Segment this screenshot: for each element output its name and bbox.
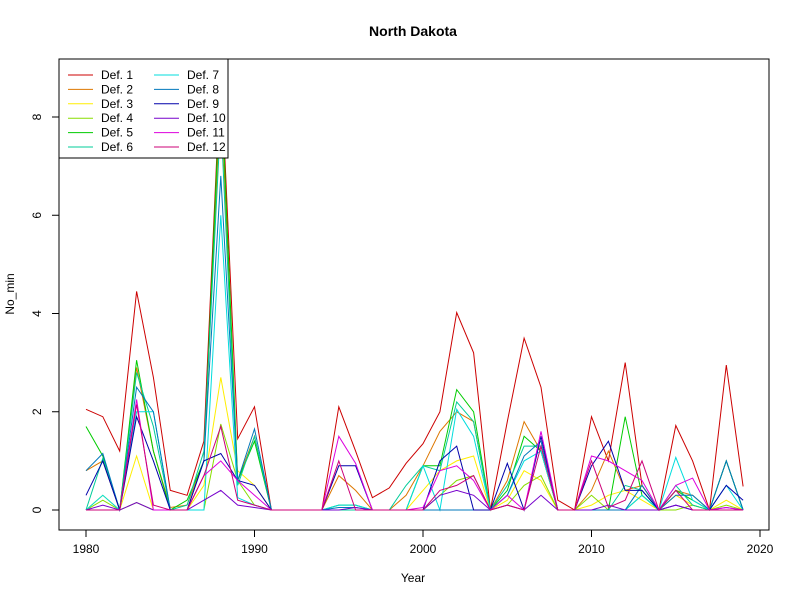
series-line-12 — [86, 404, 744, 511]
x-tick-label: 2000 — [410, 542, 437, 556]
legend-label: Def. 10 — [187, 111, 226, 125]
series-line-8 — [85, 175, 744, 511]
x-tick-label: 1980 — [73, 542, 100, 556]
legend-label: Def. 1 — [101, 68, 133, 82]
legend-label: Def. 4 — [101, 111, 133, 125]
y-axis-label: No_min — [3, 273, 17, 314]
series-line-3 — [85, 377, 744, 511]
series-line-6 — [85, 116, 744, 512]
series-line-1 — [85, 67, 744, 512]
x-tick-label: 1990 — [241, 542, 268, 556]
legend-label: Def. 3 — [101, 97, 133, 111]
series-line-7 — [85, 215, 744, 512]
x-axis: 1980 1990 2000 2010 2020 — [73, 529, 774, 556]
y-tick-label: 6 — [30, 212, 44, 219]
legend-label: Def. 6 — [101, 140, 133, 154]
x-tick-label: 2020 — [747, 542, 774, 556]
legend-label: Def. 11 — [187, 126, 225, 140]
legend-label: Def. 9 — [187, 97, 219, 111]
x-tick-label: 2010 — [578, 542, 605, 556]
series-line-9 — [85, 414, 744, 512]
y-tick-label: 8 — [30, 113, 44, 120]
legend-label: Def. 5 — [101, 126, 133, 140]
x-axis-label: Year — [401, 571, 425, 585]
legend-label: Def. 7 — [187, 68, 219, 82]
legend-label: Def. 8 — [187, 82, 219, 96]
y-tick-label: 2 — [30, 408, 44, 415]
y-tick-label: 4 — [30, 310, 44, 317]
legend-label: Def. 2 — [101, 82, 133, 96]
series-lines — [85, 67, 744, 512]
y-tick-label: 0 — [30, 506, 44, 513]
y-axis: 0 2 4 6 8 — [30, 113, 60, 513]
legend-label: Def. 12 — [187, 140, 226, 154]
chart-title: North Dakota — [369, 23, 457, 39]
